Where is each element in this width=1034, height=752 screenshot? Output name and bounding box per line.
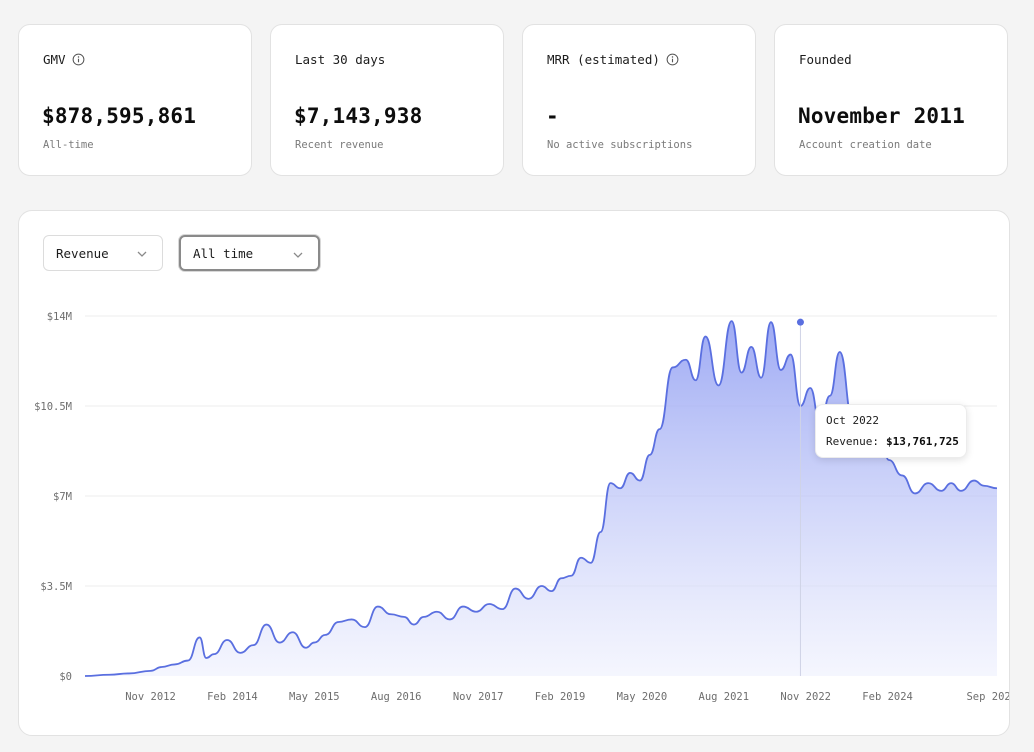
x-tick-label: Nov 2017 bbox=[453, 691, 504, 703]
x-tick-label: Nov 2022 bbox=[780, 691, 831, 703]
chevron-down-icon bbox=[293, 252, 303, 258]
stat-subtitle: All-time bbox=[43, 139, 94, 151]
stat-value: November 2011 bbox=[798, 104, 965, 128]
tooltip-value: $13,761,725 bbox=[885, 435, 959, 448]
y-tick-label: $0 bbox=[59, 671, 72, 683]
stat-label: MRR (estimated) bbox=[547, 52, 660, 67]
revenue-area-chart[interactable]: $0 $3.5M $7M $10.5M $14M Nov 2012 Feb 2014 May … bbox=[19, 211, 1009, 735]
tooltip-date: Oct 2022 bbox=[826, 414, 879, 427]
time-range-select-value: All time bbox=[193, 245, 254, 261]
hover-point bbox=[796, 318, 804, 326]
y-tick-label: $3.5M bbox=[40, 581, 72, 593]
stat-card-gmv: GMV $878,595,861 All-time bbox=[18, 24, 252, 176]
revenue-line bbox=[84, 320, 998, 677]
stat-subtitle: Account creation date bbox=[799, 139, 932, 151]
tooltip-label: Revenue: bbox=[826, 435, 879, 448]
info-icon[interactable] bbox=[72, 53, 85, 66]
stat-label: Last 30 days bbox=[295, 52, 386, 67]
stat-card-mrr: MRR (estimated) - No active subscription… bbox=[522, 24, 756, 176]
x-tick-label: Feb 2019 bbox=[535, 691, 586, 703]
revenue-area-fill bbox=[85, 321, 997, 676]
stat-value: - bbox=[546, 104, 559, 128]
revenue-chart-card: Revenue All time $0 $3.5M $7M $10.5M $14M Nov… bbox=[18, 210, 1010, 736]
y-tick-label: $10.5M bbox=[34, 401, 72, 413]
x-tick-label: May 2015 bbox=[289, 691, 340, 703]
chart-tooltip: Oct 2022 Revenue: $13,761,725 bbox=[815, 404, 967, 458]
stat-value: $7,143,938 bbox=[294, 104, 423, 128]
x-tick-label: May 2020 bbox=[617, 691, 668, 703]
x-tick-label: Sep 2025 bbox=[966, 691, 1009, 703]
metric-select[interactable]: Revenue bbox=[43, 235, 163, 271]
x-tick-label: Aug 2016 bbox=[371, 691, 422, 703]
x-tick-label: Feb 2024 bbox=[862, 691, 913, 703]
stat-label: Founded bbox=[799, 52, 852, 67]
stat-card-last-30-days: Last 30 days $7,143,938 Recent revenue bbox=[270, 24, 504, 176]
chevron-down-icon bbox=[137, 251, 147, 257]
stat-subtitle: Recent revenue bbox=[295, 139, 384, 151]
x-tick-label: Nov 2012 bbox=[125, 691, 176, 703]
stat-card-founded: Founded November 2011 Account creation d… bbox=[774, 24, 1008, 176]
stat-subtitle: No active subscriptions bbox=[547, 139, 693, 151]
stat-value: $878,595,861 bbox=[42, 104, 197, 128]
y-tick-label: $7M bbox=[53, 491, 72, 503]
info-icon[interactable] bbox=[666, 53, 679, 66]
x-tick-label: Aug 2021 bbox=[699, 691, 750, 703]
x-tick-label: Feb 2014 bbox=[207, 691, 258, 703]
y-tick-label: $14M bbox=[47, 311, 72, 323]
metric-select-value: Revenue bbox=[56, 245, 109, 261]
stat-label: GMV bbox=[43, 52, 66, 67]
time-range-select[interactable]: All time bbox=[179, 235, 320, 271]
